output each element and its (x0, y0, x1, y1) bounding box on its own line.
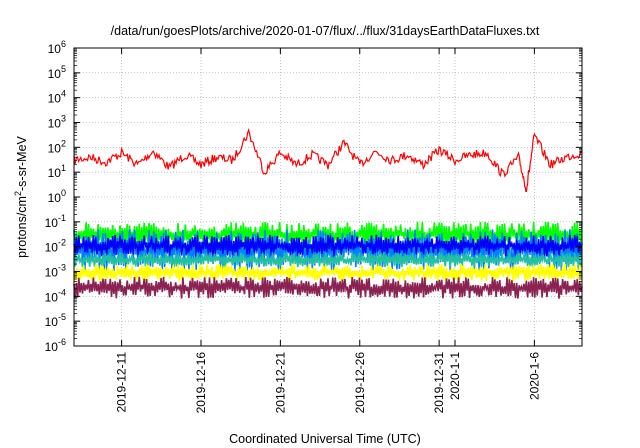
y-tick-label: 10-6 (45, 337, 66, 354)
grid-lines (74, 47, 582, 347)
x-tick-label: 2019-12-21 (273, 352, 287, 414)
y-tick-label: 10-2 (45, 238, 66, 255)
y-tick-label: 106 (48, 39, 66, 56)
series-band-1 (73, 221, 583, 247)
y-tick-label: 104 (48, 89, 66, 106)
x-tick-label: 2020-1-1 (448, 352, 462, 400)
y-tick-label: 105 (48, 64, 66, 81)
series-band-5 (73, 263, 583, 282)
y-tick-label: 10-4 (45, 287, 66, 304)
x-axis-label: Coordinated Universal Time (UTC) (229, 432, 421, 446)
y-axis-label-group: protons/cm2-s-sr-MeV (13, 135, 29, 257)
series-line-0 (73, 127, 583, 192)
y-tick-label: 10-3 (45, 263, 66, 280)
x-tick-label: 2020-1-6 (527, 352, 541, 400)
y-tick-label: 101 (48, 163, 66, 180)
plot-frame (73, 47, 583, 347)
y-tick-label: 100 (48, 188, 66, 205)
x-tick-label: 2019-12-26 (353, 352, 367, 414)
axis-ticks: 10-6 10-5 10-4 10-3 10-2 10-1 100 101 102 103 104 1… (45, 39, 582, 413)
series-band-6 (73, 276, 583, 299)
series-band-4 (73, 252, 583, 268)
x-tick-label: 2019-12-16 (194, 352, 208, 414)
x-tick-label: 2019-12-11 (115, 352, 129, 413)
y-tick-label: 10-5 (45, 312, 66, 329)
y-tick-label: 10-1 (45, 213, 66, 230)
x-tick-label: 2019-12-31 (432, 352, 446, 414)
y-tick-label: 103 (48, 114, 66, 131)
y-tick-label: 102 (48, 138, 66, 155)
chart-title: /data/run/goesPlots/archive/2020-01-07/f… (111, 24, 540, 38)
y-axis-label: protons/cm2-s-sr-MeV (13, 135, 29, 257)
series-layer (73, 127, 583, 299)
series-band-3 (73, 234, 583, 257)
